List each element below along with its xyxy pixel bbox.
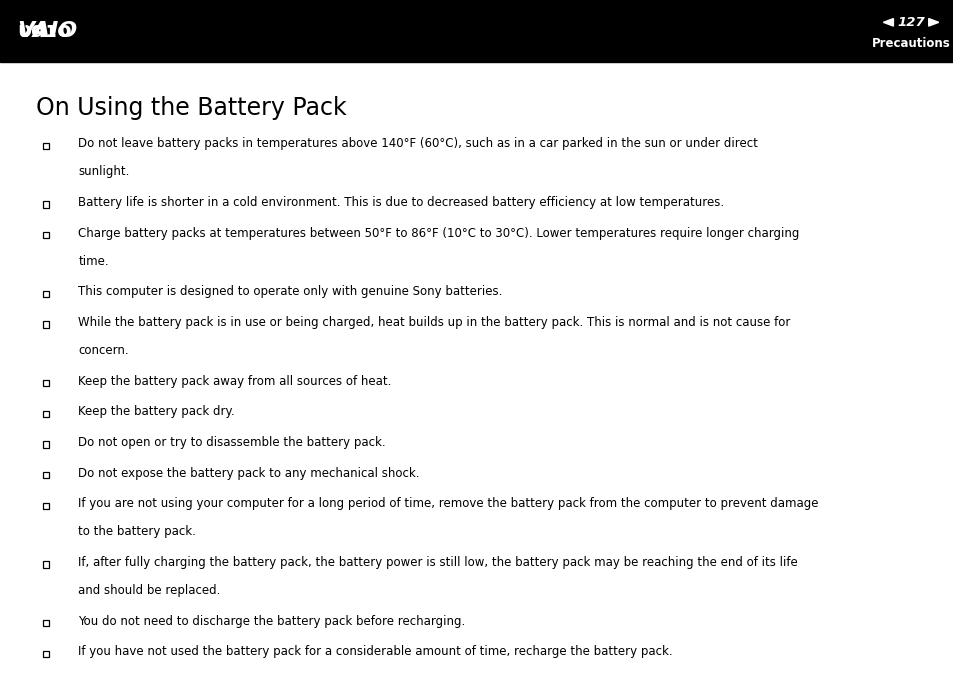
Text: and should be replaced.: and should be replaced.	[78, 584, 220, 597]
Text: time.: time.	[78, 255, 109, 268]
Bar	[43, 321, 50, 328]
Text: ʋɑɪo: ʋɑɪo	[17, 21, 71, 41]
Text: Do not expose the battery pack to any mechanical shock.: Do not expose the battery pack to any me…	[78, 466, 419, 480]
Text: 127: 127	[896, 16, 924, 29]
Text: Keep the battery pack away from all sources of heat.: Keep the battery pack away from all sour…	[78, 375, 391, 388]
Text: Charge battery packs at temperatures between 50°F to 86°F (10°C to 30°C). Lower : Charge battery packs at temperatures bet…	[78, 226, 799, 240]
Bar	[43, 380, 50, 386]
Bar	[43, 232, 50, 239]
Text: If you are not using your computer for a long period of time, remove the battery: If you are not using your computer for a…	[78, 497, 818, 510]
Text: If, after fully charging the battery pack, the battery power is still low, the b: If, after fully charging the battery pac…	[78, 556, 797, 569]
Bar	[43, 650, 50, 657]
Bar	[43, 410, 50, 417]
Text: On Using the Battery Pack: On Using the Battery Pack	[36, 96, 347, 120]
Bar	[43, 202, 50, 208]
Bar	[0, 0, 953, 62]
Text: While the battery pack is in use or being charged, heat builds up in the battery: While the battery pack is in use or bein…	[78, 316, 790, 329]
Text: Do not open or try to disassemble the battery pack.: Do not open or try to disassemble the ba…	[78, 436, 385, 449]
Bar	[43, 472, 50, 479]
Text: Keep the battery pack dry.: Keep the battery pack dry.	[78, 405, 234, 419]
Text: VAIO: VAIO	[17, 21, 77, 41]
Text: Precautions: Precautions	[871, 37, 949, 50]
Text: Do not leave battery packs in temperatures above 140°F (60°C), such as in a car : Do not leave battery packs in temperatur…	[78, 137, 758, 150]
Bar	[43, 620, 50, 626]
Bar	[43, 561, 50, 568]
Text: VAIO: VAIO	[17, 22, 70, 40]
Bar	[43, 143, 50, 149]
Text: concern.: concern.	[78, 344, 129, 357]
Bar	[43, 290, 50, 297]
Bar	[43, 503, 50, 509]
Text: to the battery pack.: to the battery pack.	[78, 525, 196, 539]
Text: sunlight.: sunlight.	[78, 165, 130, 179]
Polygon shape	[928, 19, 938, 26]
Bar	[43, 441, 50, 448]
Text: This computer is designed to operate only with genuine Sony batteries.: This computer is designed to operate onl…	[78, 285, 502, 299]
Text: You do not need to discharge the battery pack before recharging.: You do not need to discharge the battery…	[78, 615, 465, 627]
Text: If you have not used the battery pack for a considerable amount of time, recharg: If you have not used the battery pack fo…	[78, 645, 672, 658]
Text: Battery life is shorter in a cold environment. This is due to decreased battery : Battery life is shorter in a cold enviro…	[78, 196, 723, 209]
Polygon shape	[882, 19, 892, 26]
